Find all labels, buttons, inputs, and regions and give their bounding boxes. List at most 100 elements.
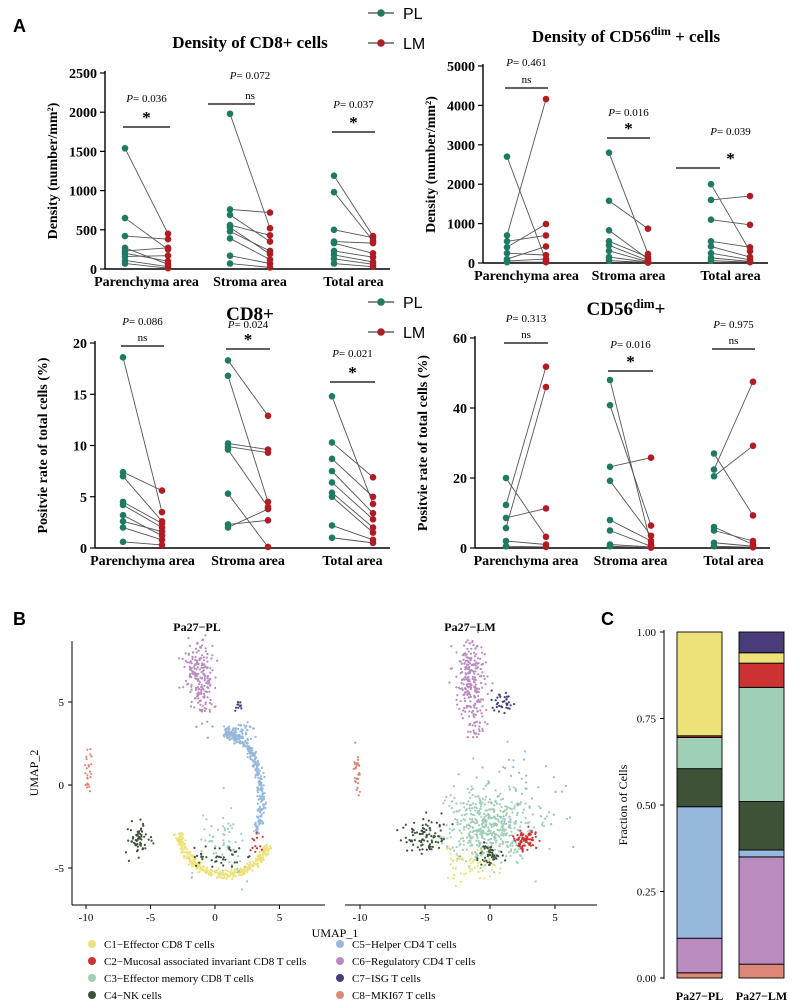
stack-segment-c6 xyxy=(676,937,723,974)
umap-point xyxy=(172,834,176,837)
stack-segment-c7 xyxy=(738,631,785,654)
umap-point xyxy=(486,675,489,678)
umap-point xyxy=(259,845,262,848)
legend-marker-lm xyxy=(377,39,385,47)
umap-point xyxy=(203,663,206,666)
umap-point xyxy=(500,821,503,824)
umap-point xyxy=(203,828,206,831)
umap-point xyxy=(468,804,471,807)
umap-point xyxy=(477,870,480,874)
umap-point xyxy=(246,729,249,732)
umap-point xyxy=(459,842,462,845)
pair-line xyxy=(124,235,169,240)
umap-point xyxy=(468,710,471,713)
umap-point xyxy=(542,825,546,828)
umap-point xyxy=(520,832,523,835)
umap-point xyxy=(481,728,484,731)
umap-point xyxy=(509,774,513,778)
umap-point xyxy=(356,782,360,785)
umap-point xyxy=(471,677,474,681)
pair-line xyxy=(331,496,374,533)
p-value-label: P= 0.313 xyxy=(505,313,547,325)
umap-point xyxy=(465,860,468,863)
umap-point xyxy=(428,833,431,836)
umap-point xyxy=(500,798,503,801)
significance-label: ns xyxy=(245,90,255,102)
umap-point xyxy=(194,686,198,690)
umap-point xyxy=(463,644,466,647)
point-lm xyxy=(164,246,172,253)
umap-point xyxy=(503,830,506,833)
umap-point xyxy=(238,847,241,850)
umap-point xyxy=(179,842,182,845)
umap-point xyxy=(482,787,485,791)
umap-point xyxy=(470,785,473,788)
pair-line xyxy=(713,453,754,516)
point-pl xyxy=(707,238,715,245)
umap-point xyxy=(241,874,244,877)
umap-point xyxy=(262,795,266,798)
umap-point xyxy=(457,773,460,776)
umap-point xyxy=(520,838,524,841)
umap-point xyxy=(483,837,486,841)
umap-point xyxy=(515,820,518,823)
umap-point xyxy=(144,847,147,850)
umap-point xyxy=(467,823,470,826)
umap-point xyxy=(461,848,465,852)
umap-point xyxy=(252,764,256,767)
pair-line xyxy=(506,156,547,261)
pair-line xyxy=(713,545,754,548)
umap-point xyxy=(459,700,462,703)
umap-point xyxy=(483,653,486,656)
umap-point xyxy=(477,824,481,827)
umap-point xyxy=(200,666,203,669)
umap-point xyxy=(196,864,199,867)
chart-title: Density of CD56dim + cells xyxy=(532,24,721,46)
point-lm xyxy=(369,524,377,531)
umap-point xyxy=(448,827,451,830)
stack-y-tick-label: 0.75 xyxy=(637,714,657,726)
umap-point xyxy=(474,822,477,825)
umap-point xyxy=(184,659,187,662)
pair-line xyxy=(227,360,269,417)
umap-point xyxy=(221,853,224,856)
point-lm xyxy=(647,454,655,462)
umap-point xyxy=(522,839,526,842)
pair-line xyxy=(333,258,374,265)
umap-point xyxy=(477,657,480,660)
umap-point xyxy=(481,729,484,733)
umap-point xyxy=(477,690,480,694)
umap-point xyxy=(454,884,458,888)
umap-point xyxy=(228,840,231,843)
umap-point xyxy=(475,707,478,710)
umap-point xyxy=(522,758,526,761)
umap-x-tick-label: 5 xyxy=(277,912,283,924)
umap-point xyxy=(357,758,360,762)
umap-point xyxy=(482,698,485,701)
umap-point xyxy=(464,676,467,679)
umap-point xyxy=(231,853,234,856)
point-pl xyxy=(226,211,234,219)
umap-point xyxy=(134,843,137,847)
umap-point xyxy=(493,836,496,839)
umap-point xyxy=(468,791,471,794)
umap-point xyxy=(463,624,467,627)
umap-point xyxy=(218,855,221,859)
umap-point xyxy=(478,877,482,880)
umap-point xyxy=(479,675,482,678)
umap-point xyxy=(467,686,470,689)
umap-point xyxy=(261,787,264,790)
umap-point xyxy=(484,661,487,664)
umap-point xyxy=(522,837,525,840)
legend-label-lm: LM xyxy=(403,325,425,342)
umap-point xyxy=(208,834,211,837)
umap-point xyxy=(502,817,505,820)
point-lm xyxy=(746,258,754,266)
umap-point xyxy=(504,859,507,862)
umap-point xyxy=(473,716,476,719)
umap-point xyxy=(460,713,463,716)
umap-point xyxy=(452,859,455,862)
umap-point xyxy=(399,839,402,842)
umap-point xyxy=(484,864,487,867)
umap-point xyxy=(463,687,466,690)
